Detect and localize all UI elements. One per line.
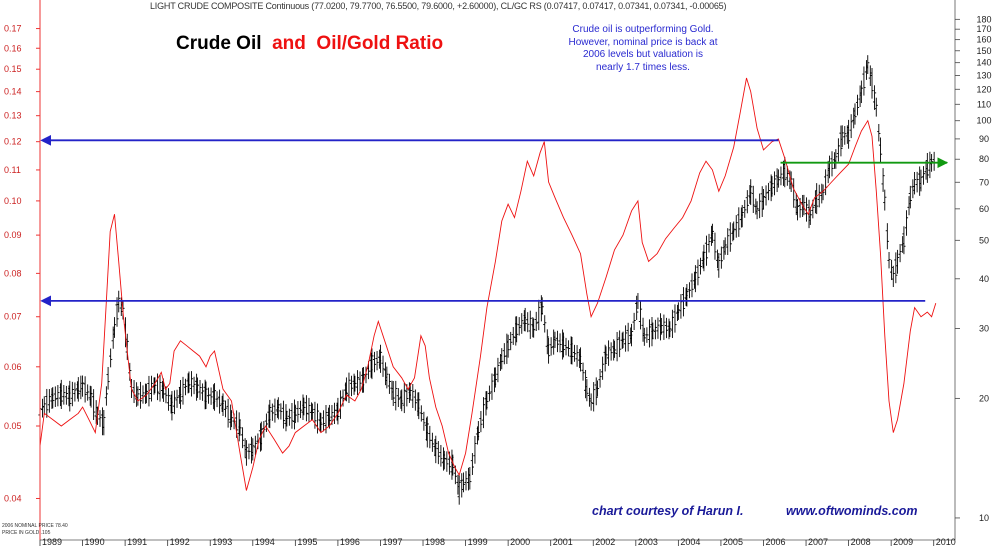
right-axis-tick-label-8: 90 bbox=[979, 134, 989, 144]
right-axis-tick-label-16: 170 bbox=[976, 24, 991, 34]
left-axis-tick-label-9: 0.13 bbox=[4, 111, 22, 121]
left-axis-tick-label-6: 0.10 bbox=[4, 196, 22, 206]
credit-right: www.oftwominds.com bbox=[786, 504, 918, 518]
annotation-note: Crude oil is outperforming Gold. However… bbox=[568, 24, 718, 73]
ratio-line bbox=[39, 77, 937, 491]
left-axis-tick-label-13: 0.17 bbox=[4, 24, 22, 34]
left-axis-tick-label-0: 0.04 bbox=[4, 493, 22, 503]
left-axis-tick-label-3: 0.07 bbox=[4, 312, 22, 322]
x-axis-tick-label-18: 2007 bbox=[808, 537, 828, 546]
x-axis-tick-label-6: 1995 bbox=[297, 537, 317, 546]
x-axis-tick-label-4: 1993 bbox=[212, 537, 232, 546]
right-axis-tick-label-9: 100 bbox=[976, 116, 991, 126]
left-axis-tick-label-4: 0.08 bbox=[4, 268, 22, 278]
right-axis-tick-label-5: 60 bbox=[979, 204, 989, 214]
right-axis-tick-label-12: 130 bbox=[976, 70, 991, 80]
x-axis-tick-label-13: 2002 bbox=[595, 537, 615, 546]
right-axis-tick-label-2: 30 bbox=[979, 323, 989, 333]
x-axis-tick-label-14: 2003 bbox=[638, 537, 658, 546]
x-axis-tick-label-19: 2008 bbox=[851, 537, 871, 546]
x-axis-tick-label-0: 1989 bbox=[42, 537, 62, 546]
right-axis-tick-label-1: 20 bbox=[979, 393, 989, 403]
left-axis-tick-label-1: 0.05 bbox=[4, 421, 22, 431]
right-axis-tick-label-17: 180 bbox=[976, 14, 991, 24]
x-axis-tick-label-1: 1990 bbox=[85, 537, 105, 546]
credit-left: chart courtesy of Harun I. bbox=[592, 504, 744, 518]
right-axis-tick-label-10: 110 bbox=[977, 99, 991, 109]
left-axis-tick-label-7: 0.11 bbox=[4, 165, 21, 175]
right-axis-tick-label-14: 150 bbox=[976, 46, 991, 56]
right-axis-tick-label-7: 80 bbox=[979, 154, 989, 164]
x-axis-tick-label-9: 1998 bbox=[425, 537, 445, 546]
x-axis-tick-label-21: 2010 bbox=[936, 537, 956, 546]
x-axis-tick-label-2: 1991 bbox=[127, 537, 147, 546]
left-axis-tick-label-8: 0.12 bbox=[4, 137, 22, 147]
footnote-line2: PRICE IN GOLD .105 bbox=[2, 530, 51, 536]
right-axis-tick-label-13: 140 bbox=[976, 58, 991, 68]
x-axis-tick-label-7: 1996 bbox=[340, 537, 360, 546]
x-axis-tick-label-5: 1994 bbox=[255, 537, 275, 546]
right-axis-tick-label-6: 70 bbox=[979, 177, 989, 187]
x-axis-tick-label-10: 1999 bbox=[468, 537, 488, 546]
chart-title: Crude Oil and Oil/Gold Ratio bbox=[176, 33, 443, 55]
x-axis-tick-label-16: 2005 bbox=[723, 537, 743, 546]
x-axis-tick-label-20: 2009 bbox=[893, 537, 913, 546]
left-axis-tick-label-5: 0.09 bbox=[4, 230, 22, 240]
chart-header: LIGHT CRUDE COMPOSITE Continuous (77.020… bbox=[150, 1, 727, 11]
footnote-line1: 2006 NOMINAL PRICE 78.40 bbox=[2, 523, 68, 529]
x-axis-tick-label-12: 2001 bbox=[553, 537, 573, 546]
x-axis-tick-label-11: 2000 bbox=[510, 537, 530, 546]
x-axis-tick-label-15: 2004 bbox=[680, 537, 700, 546]
right-axis-tick-label-3: 40 bbox=[979, 274, 989, 284]
right-axis-tick-label-15: 160 bbox=[976, 35, 991, 45]
left-axis-tick-label-2: 0.06 bbox=[4, 362, 22, 372]
x-axis-tick-label-17: 2006 bbox=[765, 537, 785, 546]
title-ratio: Oil/Gold Ratio bbox=[316, 33, 444, 54]
title-and: and bbox=[272, 33, 306, 54]
right-axis-tick-label-0: 10 bbox=[979, 513, 989, 523]
x-axis-tick-label-8: 1997 bbox=[382, 537, 402, 546]
left-axis-tick-label-12: 0.16 bbox=[4, 43, 22, 53]
right-axis-tick-label-11: 120 bbox=[976, 84, 991, 94]
x-axis-tick-label-3: 1992 bbox=[170, 537, 190, 546]
title-crude-oil: Crude Oil bbox=[176, 33, 262, 54]
right-axis-tick-label-4: 50 bbox=[979, 235, 989, 245]
left-axis-tick-label-11: 0.15 bbox=[4, 64, 22, 74]
left-axis-tick-label-10: 0.14 bbox=[4, 87, 22, 97]
